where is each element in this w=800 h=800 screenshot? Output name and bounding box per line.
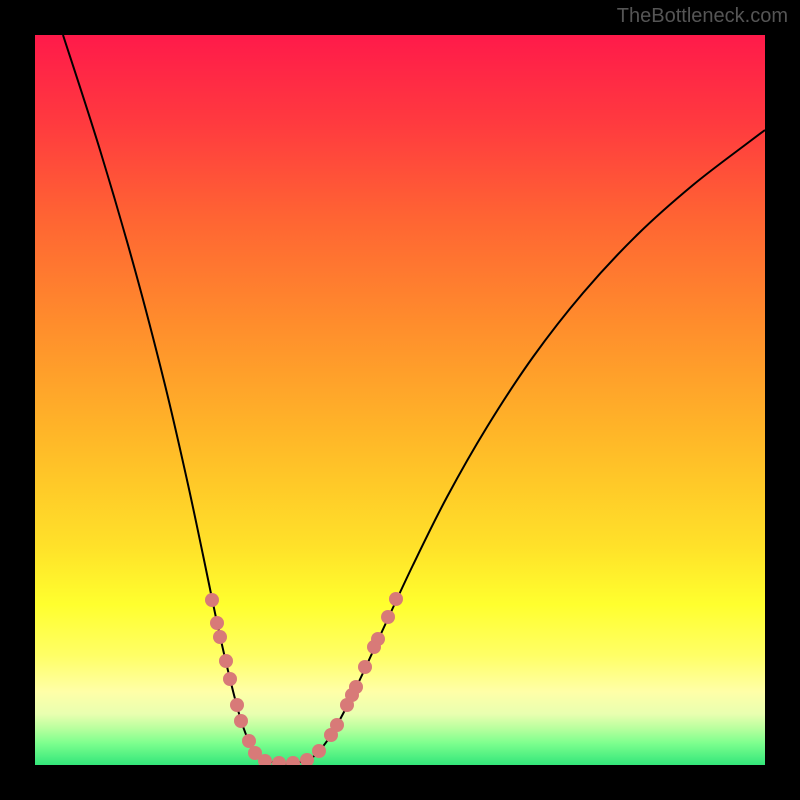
data-marker: [219, 654, 233, 668]
data-marker: [300, 753, 314, 765]
data-marker: [358, 660, 372, 674]
data-marker: [242, 734, 256, 748]
data-markers: [35, 35, 765, 765]
data-marker: [389, 592, 403, 606]
data-marker: [230, 698, 244, 712]
data-marker: [272, 756, 286, 765]
data-marker: [349, 680, 363, 694]
data-marker: [213, 630, 227, 644]
data-marker: [210, 616, 224, 630]
data-marker: [312, 744, 326, 758]
data-marker: [371, 632, 385, 646]
watermark-text: TheBottleneck.com: [617, 5, 788, 28]
data-marker: [223, 672, 237, 686]
data-marker: [234, 714, 248, 728]
data-marker: [381, 610, 395, 624]
data-marker: [330, 718, 344, 732]
data-marker: [286, 756, 300, 765]
data-marker: [205, 593, 219, 607]
plot-area: [35, 35, 765, 765]
